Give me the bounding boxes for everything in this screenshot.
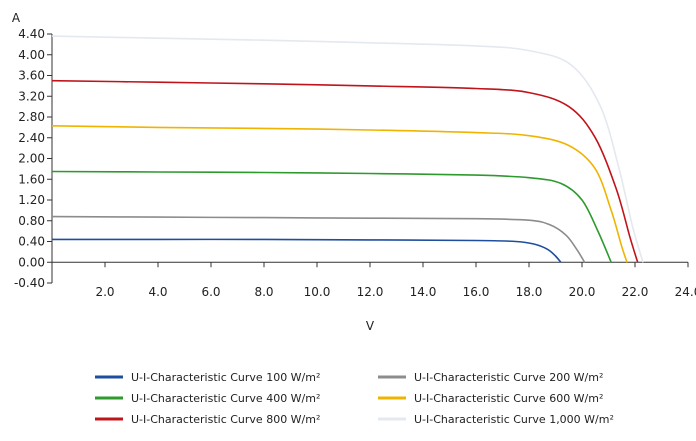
y-tick-label: 2.40 — [18, 131, 45, 145]
series-line-6 — [51, 35, 644, 263]
y-tick-label: 4.40 — [18, 27, 45, 41]
legend-item: U-I-Characteristic Curve 100 W/m² — [95, 371, 320, 384]
axes: -0.40 0.00 0.40 0.80 1.20 1.60 2.00 2.40 2.80 3.2… — [14, 27, 696, 299]
x-tick-label: 12.0 — [357, 285, 384, 299]
x-tick-label: 18.0 — [516, 285, 543, 299]
legend-item: U-I-Characteristic Curve 1,000 W/m² — [378, 413, 614, 426]
y-tick-label: 2.80 — [18, 110, 45, 124]
legend-label: U-I-Characteristic Curve 600 W/m² — [414, 392, 603, 405]
y-tick-label: 0.40 — [18, 235, 45, 249]
series-group — [51, 35, 644, 263]
axis-labels: A V — [12, 11, 375, 333]
x-tick-label: 16.0 — [463, 285, 490, 299]
x-tick-label: 24.0 — [675, 285, 696, 299]
legend-label: U-I-Characteristic Curve 800 W/m² — [131, 413, 320, 426]
legend-item: U-I-Characteristic Curve 400 W/m² — [95, 392, 320, 405]
series-line-5 — [51, 79, 639, 263]
x-tick-label: 8.0 — [254, 285, 273, 299]
x-tick-label: 14.0 — [410, 285, 437, 299]
y-tick-label: 1.60 — [18, 172, 45, 186]
y-tick-label: -0.40 — [14, 276, 45, 290]
legend-item: U-I-Characteristic Curve 800 W/m² — [95, 413, 320, 426]
x-tick-label: 4.0 — [148, 285, 167, 299]
y-tick-label: 3.20 — [18, 89, 45, 103]
x-tick-label: 2.0 — [95, 285, 114, 299]
x-axis-title: V — [366, 319, 375, 333]
legend-item: U-I-Characteristic Curve 600 W/m² — [378, 392, 603, 405]
x-tick-label: 22.0 — [622, 285, 649, 299]
legend: U-I-Characteristic Curve 100 W/m² U-I-Cha… — [95, 371, 614, 426]
y-tick-label: 0.80 — [18, 214, 45, 228]
series-line-4 — [51, 125, 628, 263]
series-line-3 — [51, 170, 612, 263]
x-tick-label: 10.0 — [304, 285, 331, 299]
legend-item: U-I-Characteristic Curve 200 W/m² — [378, 371, 603, 384]
y-axis-title: A — [12, 11, 21, 25]
legend-label: U-I-Characteristic Curve 200 W/m² — [414, 371, 603, 384]
series-line-2 — [51, 215, 586, 263]
legend-label: U-I-Characteristic Curve 1,000 W/m² — [414, 413, 614, 426]
y-tick-label: 0.00 — [18, 255, 45, 269]
x-tick-label: 6.0 — [201, 285, 220, 299]
y-tick-label: 1.20 — [18, 193, 45, 207]
legend-label: U-I-Characteristic Curve 400 W/m² — [131, 392, 320, 405]
y-tick-label: 2.00 — [18, 152, 45, 166]
y-tick-label: 3.60 — [18, 69, 45, 83]
series-line-1 — [52, 238, 562, 263]
x-tick-label: 20.0 — [569, 285, 596, 299]
legend-label: U-I-Characteristic Curve 100 W/m² — [131, 371, 320, 384]
y-tick-label: 4.00 — [18, 48, 45, 62]
